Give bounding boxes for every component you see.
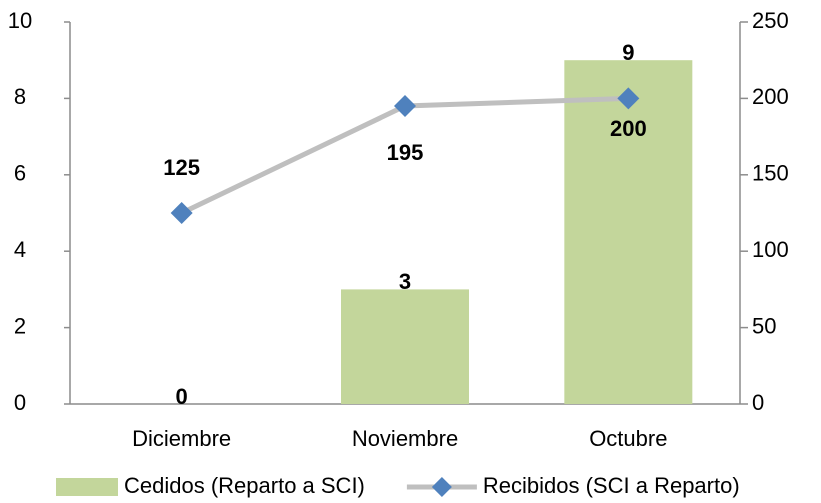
marker [617,87,640,110]
bar [341,289,469,404]
y2-tick-label: 50 [752,313,776,338]
y2-tick-label: 200 [752,84,789,109]
y-tick-label: 2 [14,313,26,338]
y-tick-label: 4 [14,237,26,262]
data-label: 0 [176,384,188,409]
legend-swatch [56,478,118,496]
data-label: 195 [387,140,424,165]
x-tick-label: Noviembre [352,426,458,451]
y2-tick-label: 0 [752,390,764,415]
y-tick-label: 6 [14,161,26,186]
y2-tick-label: 100 [752,237,789,262]
data-label: 3 [399,269,411,294]
data-label: 200 [610,116,647,141]
legend-label: Recibidos (SCI a Reparto) [483,473,740,498]
y-tick-label: 0 [14,390,26,415]
legend-label: Cedidos (Reparto a SCI) [124,473,365,498]
y-tick-label: 10 [8,8,32,33]
x-tick-label: Octubre [589,426,667,451]
bar [564,60,693,404]
x-tick-label: Diciembre [132,426,231,451]
marker [170,202,193,224]
data-label: 9 [622,40,634,65]
y2-tick-label: 150 [752,161,789,186]
data-label: 125 [163,155,200,180]
y-tick-label: 8 [14,84,26,109]
y2-tick-label: 250 [752,8,789,33]
legend-marker [431,477,452,497]
marker [394,95,416,118]
